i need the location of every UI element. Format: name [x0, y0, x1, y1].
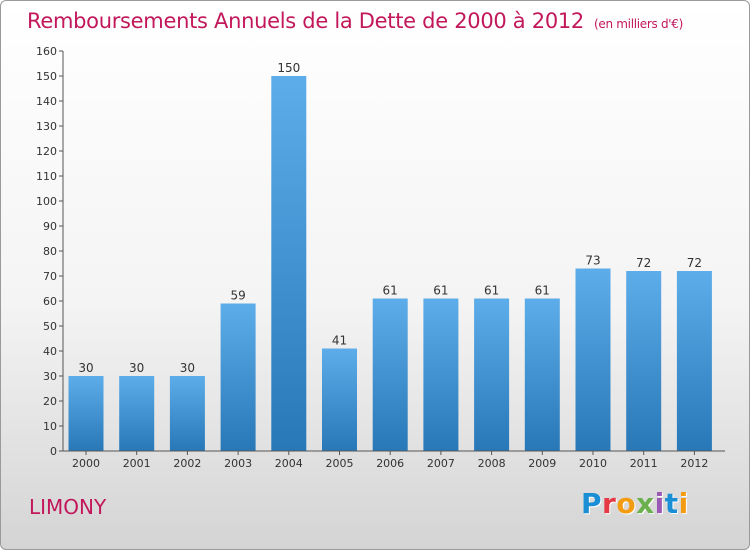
bar-2002 — [169, 376, 205, 451]
data-label-2011: 72 — [636, 256, 651, 270]
data-label-2002: 30 — [180, 361, 195, 375]
logo-letter: r — [602, 487, 617, 520]
x-tick-label-2004: 2004 — [275, 457, 303, 470]
axes-group: 2000 2001 2002 2003 2004 2005 2006 2007 2008 2009… — [36, 45, 725, 470]
y-tick-label-130: 130 — [36, 120, 57, 133]
y-tick-label-160: 160 — [36, 45, 57, 58]
logo-letter: i — [654, 487, 665, 520]
x-tick-label-2002: 2002 — [173, 457, 201, 470]
proxiti-logo: Proxiti — [581, 487, 689, 520]
x-tick-label-2012: 2012 — [680, 457, 708, 470]
x-tick-label-2009: 2009 — [528, 457, 556, 470]
x-tick-label-2007: 2007 — [427, 457, 455, 470]
y-tick-label-150: 150 — [36, 70, 57, 83]
logo-letter: o — [616, 487, 637, 520]
bar-2006 — [372, 298, 408, 451]
x-tick-label-2011: 2011 — [630, 457, 658, 470]
data-label-2010: 73 — [585, 254, 600, 268]
logo-letter: t — [664, 487, 679, 520]
data-label-2001: 30 — [129, 361, 144, 375]
x-tick-label-2001: 2001 — [123, 457, 151, 470]
logo-letter: P — [581, 487, 603, 520]
bars-group: 30 30 30 59 150 41 61 61 61 61 73 72 72 — [68, 61, 712, 451]
y-tick-label-140: 140 — [36, 95, 57, 108]
y-tick-label-50: 50 — [43, 320, 57, 333]
bar-2004 — [271, 76, 307, 451]
bar-2011 — [626, 271, 662, 451]
logo-letter: x — [636, 487, 655, 520]
bar-2001 — [119, 376, 155, 451]
y-tick-label-40: 40 — [43, 345, 57, 358]
bar-2008 — [474, 298, 510, 451]
bar-2010 — [575, 268, 611, 451]
data-label-2000: 30 — [78, 361, 93, 375]
chart-subtitle: (en milliers d'€) — [594, 17, 684, 31]
bar-2007 — [423, 298, 459, 451]
bar-2012 — [676, 271, 712, 451]
y-tick-label-110: 110 — [36, 170, 57, 183]
y-tick-label-0: 0 — [50, 445, 57, 458]
data-label-2005: 41 — [332, 334, 347, 348]
y-tick-label-20: 20 — [43, 395, 57, 408]
chart-title: Remboursements Annuels de la Dette de 20… — [27, 9, 683, 33]
y-tick-label-90: 90 — [43, 220, 57, 233]
x-tick-label-2000: 2000 — [72, 457, 100, 470]
bar-2000 — [68, 376, 104, 451]
logo-letter: i — [678, 487, 689, 520]
y-tick-label-80: 80 — [43, 245, 57, 258]
data-label-2009: 61 — [535, 284, 550, 298]
data-label-2003: 59 — [230, 289, 245, 303]
x-tick-label-2003: 2003 — [224, 457, 252, 470]
data-label-2004: 150 — [277, 61, 300, 75]
x-tick-label-2005: 2005 — [326, 457, 354, 470]
y-tick-label-60: 60 — [43, 295, 57, 308]
bar-2009 — [524, 298, 560, 451]
data-label-2006: 61 — [383, 284, 398, 298]
y-tick-label-120: 120 — [36, 145, 57, 158]
bar-2005 — [322, 348, 357, 451]
bar-2003 — [220, 303, 256, 451]
y-tick-label-10: 10 — [43, 420, 57, 433]
x-tick-label-2010: 2010 — [579, 457, 607, 470]
y-tick-label-100: 100 — [36, 195, 57, 208]
x-tick-label-2006: 2006 — [376, 457, 404, 470]
x-tick-label-2008: 2008 — [478, 457, 506, 470]
place-name: LIMONY — [29, 495, 107, 519]
data-label-2008: 61 — [484, 284, 499, 298]
data-label-2012: 72 — [687, 256, 702, 270]
data-label-2007: 61 — [433, 284, 448, 298]
chart-title-text: Remboursements Annuels de la Dette de 20… — [27, 9, 584, 33]
y-tick-label-30: 30 — [43, 370, 57, 383]
y-tick-label-70: 70 — [43, 270, 57, 283]
